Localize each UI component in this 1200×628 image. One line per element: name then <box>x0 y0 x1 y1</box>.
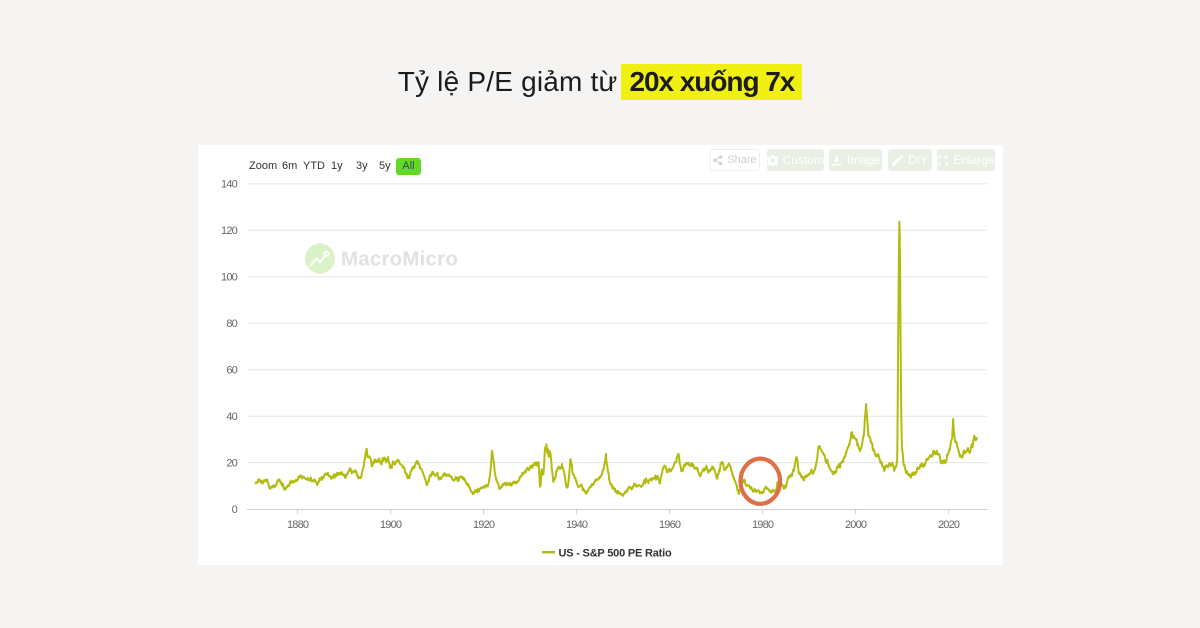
svg-text:1980: 1980 <box>752 519 774 531</box>
svg-text:40: 40 <box>226 411 237 423</box>
svg-text:1960: 1960 <box>659 519 681 531</box>
svg-text:140: 140 <box>221 179 238 191</box>
svg-text:60: 60 <box>226 365 237 377</box>
svg-text:2000: 2000 <box>845 519 867 531</box>
svg-text:1880: 1880 <box>287 519 309 531</box>
svg-text:US - S&P 500 PE Ratio: US - S&P 500 PE Ratio <box>559 547 672 559</box>
svg-text:1940: 1940 <box>566 519 588 531</box>
svg-text:1900: 1900 <box>380 519 402 531</box>
svg-text:0: 0 <box>232 504 238 516</box>
svg-text:20: 20 <box>226 457 237 469</box>
svg-text:MacroMicro: MacroMicro <box>341 248 458 271</box>
svg-text:80: 80 <box>226 318 237 330</box>
svg-text:1920: 1920 <box>473 519 495 531</box>
svg-text:120: 120 <box>221 225 238 237</box>
svg-text:100: 100 <box>221 272 238 284</box>
svg-text:2020: 2020 <box>938 519 960 531</box>
